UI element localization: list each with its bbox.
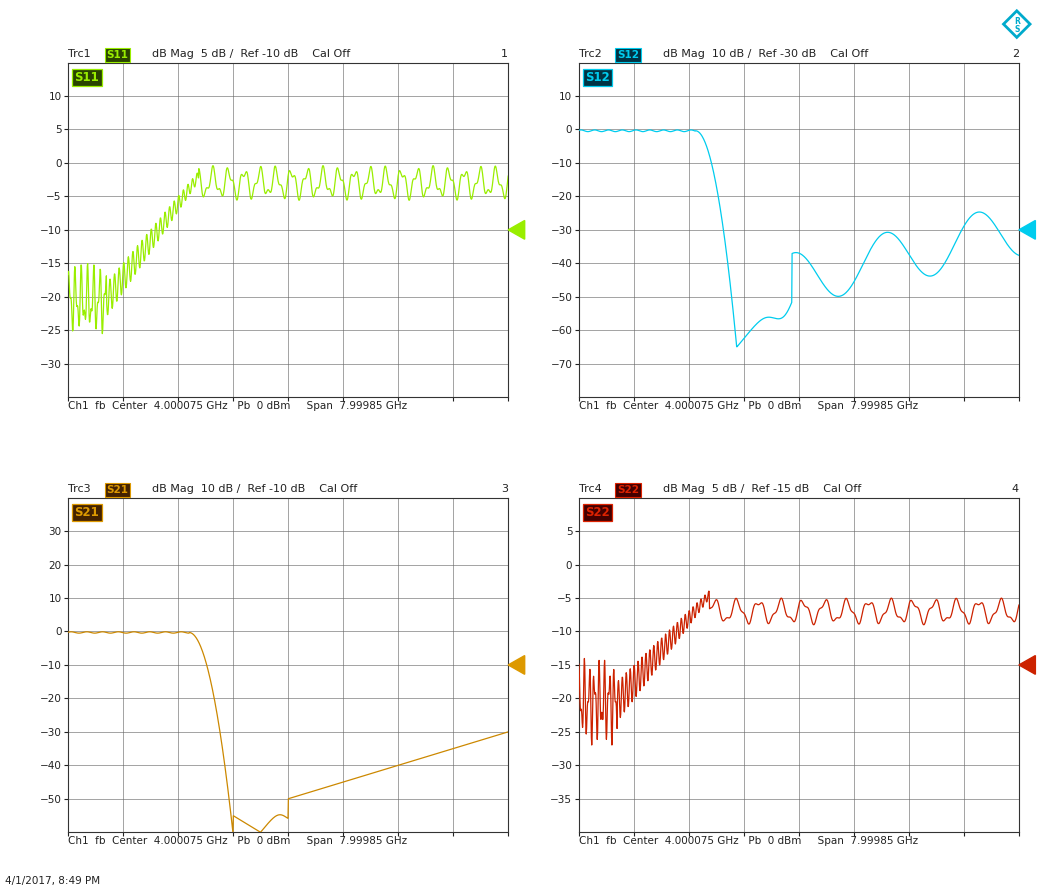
Text: S: S	[1014, 25, 1020, 34]
Text: S11: S11	[74, 71, 99, 84]
Text: 2: 2	[1012, 49, 1019, 59]
Text: dB Mag  5 dB /  Ref -10 dB    Cal Off: dB Mag 5 dB / Ref -10 dB Cal Off	[145, 49, 350, 59]
Text: dB Mag  10 dB /  Ref -10 dB    Cal Off: dB Mag 10 dB / Ref -10 dB Cal Off	[145, 484, 357, 494]
Text: S22: S22	[618, 485, 640, 495]
Polygon shape	[1019, 221, 1036, 239]
Polygon shape	[1019, 655, 1036, 674]
Text: Ch1  fb  Center  4.000075 GHz   Pb  0 dBm     Span  7.99985 GHz: Ch1 fb Center 4.000075 GHz Pb 0 dBm Span…	[68, 836, 408, 846]
Text: dB Mag  10 dB /  Ref -30 dB    Cal Off: dB Mag 10 dB / Ref -30 dB Cal Off	[656, 49, 868, 59]
Text: R: R	[1014, 17, 1020, 26]
Text: S21: S21	[107, 485, 129, 495]
Text: Trc4: Trc4	[579, 484, 608, 494]
Text: 4/1/2017, 8:49 PM: 4/1/2017, 8:49 PM	[5, 876, 100, 886]
Text: S12: S12	[618, 50, 640, 60]
Text: Ch1  fb  Center  4.000075 GHz   Pb  0 dBm     Span  7.99985 GHz: Ch1 fb Center 4.000075 GHz Pb 0 dBm Span…	[68, 401, 408, 411]
Text: Ch1  fb  Center  4.000075 GHz   Pb  0 dBm     Span  7.99985 GHz: Ch1 fb Center 4.000075 GHz Pb 0 dBm Span…	[579, 836, 918, 846]
Text: Trc3: Trc3	[68, 484, 97, 494]
Text: 3: 3	[502, 484, 508, 494]
Text: dB Mag  5 dB /  Ref -15 dB    Cal Off: dB Mag 5 dB / Ref -15 dB Cal Off	[656, 484, 861, 494]
Polygon shape	[508, 221, 525, 239]
Text: S21: S21	[74, 506, 99, 519]
Text: 1: 1	[502, 49, 508, 59]
Text: S22: S22	[585, 506, 610, 519]
Text: Ch1  fb  Center  4.000075 GHz   Pb  0 dBm     Span  7.99985 GHz: Ch1 fb Center 4.000075 GHz Pb 0 dBm Span…	[579, 401, 918, 411]
Polygon shape	[508, 655, 525, 674]
Text: Trc2: Trc2	[579, 49, 608, 59]
Text: Trc1: Trc1	[68, 49, 97, 59]
Text: 4: 4	[1012, 484, 1019, 494]
Text: S12: S12	[585, 71, 610, 84]
Text: S11: S11	[107, 50, 129, 60]
